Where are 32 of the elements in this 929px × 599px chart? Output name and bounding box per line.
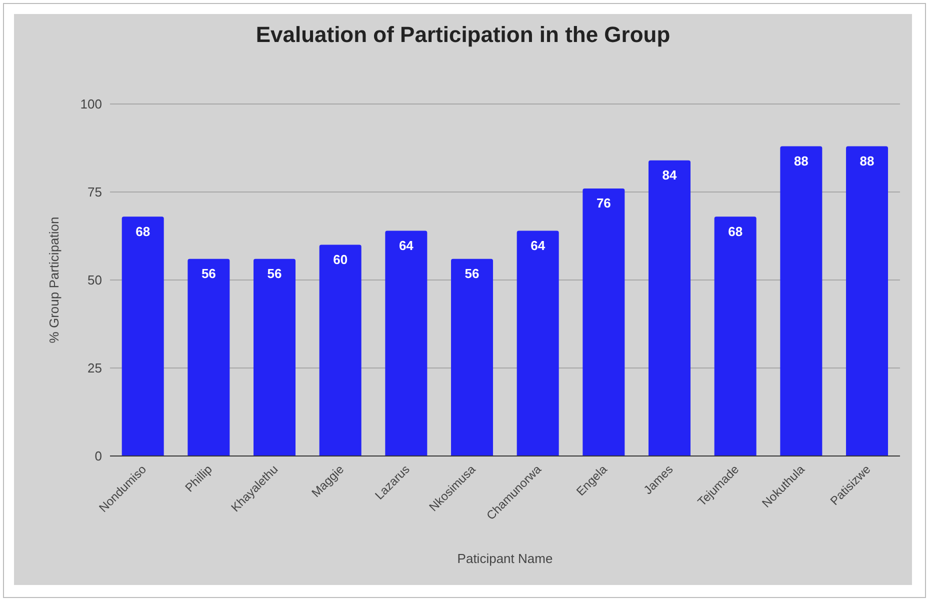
x-axis-title: Paticipant Name xyxy=(457,551,553,566)
data-label: 88 xyxy=(794,153,808,168)
data-label: 64 xyxy=(398,238,414,253)
data-label: 64 xyxy=(530,238,546,253)
bar xyxy=(780,146,822,456)
data-label: 68 xyxy=(136,224,150,239)
bar xyxy=(451,258,494,456)
y-tick-label: 0 xyxy=(94,448,102,464)
bar xyxy=(319,244,362,456)
bar xyxy=(582,188,625,456)
y-tick-label: 75 xyxy=(88,184,102,200)
bar xyxy=(516,230,559,456)
data-label: 56 xyxy=(201,266,216,282)
data-label: 56 xyxy=(464,266,480,282)
bar xyxy=(385,230,428,456)
bar xyxy=(254,258,296,456)
data-label: 60 xyxy=(333,252,348,268)
bar xyxy=(648,160,691,456)
y-tick-label: 100 xyxy=(80,96,102,112)
data-label: 76 xyxy=(596,196,611,211)
y-axis-title: % Group Participation xyxy=(46,216,62,344)
data-label: 84 xyxy=(662,168,678,183)
y-tick-label: 25 xyxy=(88,360,102,376)
data-label: 88 xyxy=(860,153,874,168)
bar xyxy=(714,216,756,456)
bar xyxy=(122,216,164,456)
chart-title: Evaluation of Participation in the Group xyxy=(254,22,672,48)
data-label: 68 xyxy=(728,224,743,239)
y-tick-label: 50 xyxy=(88,272,102,288)
bar xyxy=(846,146,888,456)
bar xyxy=(188,258,230,456)
data-label: 56 xyxy=(267,266,282,282)
